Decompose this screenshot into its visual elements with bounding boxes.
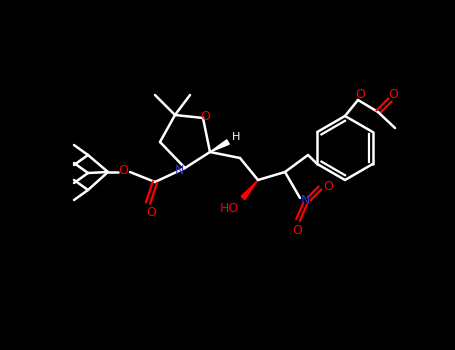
Text: HO: HO [219, 202, 238, 215]
Text: N: N [300, 194, 310, 206]
Text: O: O [292, 224, 302, 237]
Text: O: O [388, 88, 398, 100]
Polygon shape [241, 180, 258, 200]
Text: O: O [323, 181, 333, 194]
Text: O: O [146, 205, 156, 218]
Text: O: O [118, 164, 128, 177]
Text: H: H [232, 132, 240, 142]
Text: N: N [174, 163, 184, 176]
Text: O: O [200, 111, 210, 124]
Polygon shape [210, 140, 229, 152]
Text: O: O [355, 89, 365, 101]
